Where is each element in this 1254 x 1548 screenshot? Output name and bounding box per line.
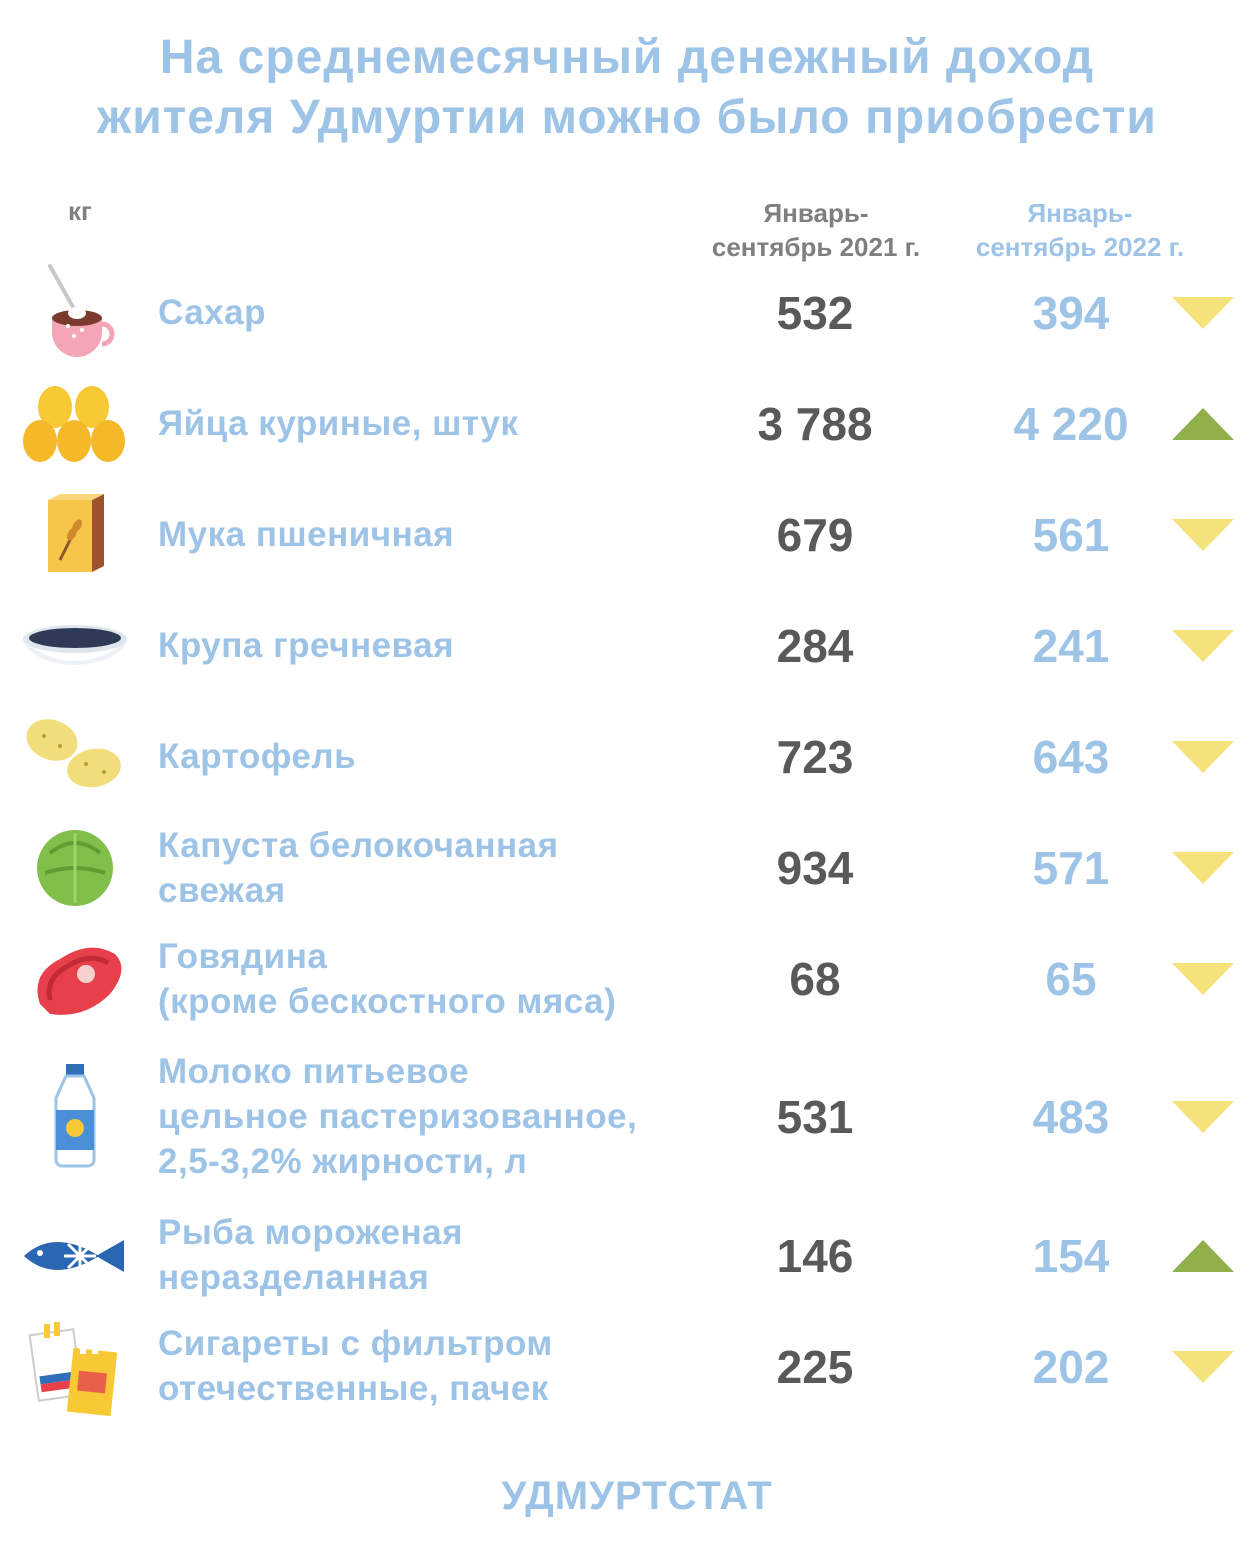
value-2022: 241 <box>1032 620 1110 672</box>
title-line-2: жителя Удмуртии можно было приобрести <box>97 91 1157 144</box>
trend-down-icon <box>1170 1347 1236 1387</box>
row-label: Мука пшеничная <box>158 515 455 554</box>
column-header-2022: Январь- сентябрь 2022 г. <box>975 198 1185 262</box>
value-2022: 394 <box>1032 287 1110 339</box>
value-2021: 679 <box>776 509 854 561</box>
value-2021: 284 <box>776 620 854 672</box>
value-2021: 723 <box>776 731 854 783</box>
column-header-2021: Январь- сентябрь 2021 г. <box>711 198 921 262</box>
trend-down-icon <box>1170 848 1236 888</box>
sugar-cup-icon <box>20 258 130 373</box>
eggs-icon <box>20 369 130 484</box>
value-2021: 225 <box>776 1341 854 1393</box>
row-label: Крупа гречневая <box>158 626 454 665</box>
value-2021: 146 <box>776 1230 854 1282</box>
cabbage-icon <box>20 813 130 928</box>
beef-steak-icon <box>20 924 130 1039</box>
value-2022: 483 <box>1032 1091 1110 1143</box>
value-2022: 65 <box>1045 953 1097 1005</box>
potatoes-icon <box>20 702 130 817</box>
value-2022: 202 <box>1032 1341 1110 1393</box>
trend-down-icon <box>1170 737 1236 777</box>
value-2021: 3 788 <box>757 398 873 450</box>
value-2021: 68 <box>789 953 841 1005</box>
value-2021: 531 <box>776 1091 854 1143</box>
trend-down-icon <box>1170 293 1236 333</box>
trend-down-icon <box>1170 626 1236 666</box>
trend-up-icon <box>1170 404 1236 444</box>
row-label: Сигареты с фильтром отечественные, пачек <box>158 1324 553 1408</box>
trend-up-icon <box>1170 1236 1236 1276</box>
row-label: Сахар <box>158 293 266 332</box>
value-2022: 571 <box>1032 842 1110 894</box>
value-2022: 154 <box>1032 1230 1110 1282</box>
flour-bag-icon <box>20 480 130 595</box>
title-line-1: На среднемесячный денежный доход <box>159 31 1095 84</box>
milk-bottle-icon <box>20 1062 130 1177</box>
value-2022: 4 220 <box>1013 398 1129 450</box>
value-2022: 643 <box>1032 731 1110 783</box>
row-label: Говядина (кроме бескостного мяса) <box>158 937 617 1021</box>
unit-label: кг <box>68 196 92 226</box>
trend-down-icon <box>1170 1097 1236 1137</box>
trend-down-icon <box>1170 515 1236 555</box>
value-2022: 561 <box>1032 509 1110 561</box>
row-label: Рыба мороженая неразделанная <box>158 1213 463 1297</box>
frozen-fish-icon <box>20 1201 130 1316</box>
row-label: Молоко питьевое цельное пастеризованное,… <box>158 1052 638 1181</box>
buckwheat-bowl-icon <box>20 591 130 706</box>
value-2021: 934 <box>776 842 854 894</box>
source-label: УДМУРТСТАТ <box>501 1474 773 1518</box>
trend-down-icon <box>1170 959 1236 999</box>
row-label: Капуста белокочанная свежая <box>158 826 559 910</box>
page-title: На среднемесячный денежный доход жителя … <box>0 28 1254 148</box>
row-label: Картофель <box>158 737 357 776</box>
cigarettes-icon <box>20 1312 130 1427</box>
value-2021: 532 <box>776 287 854 339</box>
row-label: Яйца куриные, штук <box>158 404 519 443</box>
